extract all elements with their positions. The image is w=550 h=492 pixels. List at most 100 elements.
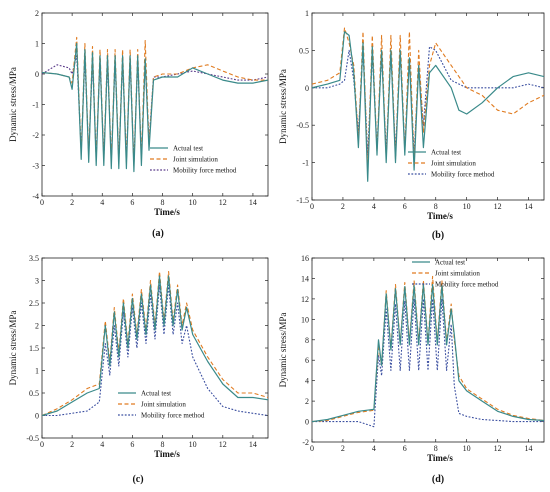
series-line-mobility-force-method	[312, 46, 544, 156]
x-tick-label: 10	[189, 440, 197, 449]
y-tick-label: 6	[305, 356, 309, 365]
x-tick-label: 6	[130, 198, 134, 207]
y-tick-label: 1	[305, 9, 309, 18]
x-tick-label: 12	[494, 202, 502, 211]
y-axis-label: Dynamic stress/MPa	[8, 67, 18, 142]
x-tick-label: 4	[100, 198, 104, 207]
y-tick-label: 2.5	[29, 299, 39, 308]
legend-label: Actual test	[173, 145, 203, 153]
series-line-actual-test	[312, 31, 544, 182]
x-tick-label: 10	[189, 198, 197, 207]
panel-b: 0 2 4 6 8 10 12 14 -1.5 -1 -0.5 0 0.5 1 Time/s Dynamic …	[278, 9, 545, 241]
y-tick-label: -1	[302, 159, 309, 168]
panel-d: 0 2 4 6 8 10 12 14-20246810121416Time/sDynamic …	[278, 254, 545, 485]
x-tick-label: 14	[249, 198, 257, 207]
series-line-actual-test	[42, 42, 268, 173]
y-tick-label: 2	[305, 397, 309, 406]
y-tick-label: 0.5	[299, 46, 309, 55]
legend-label: Joint simulation	[141, 401, 186, 409]
x-tick-label: 8	[434, 202, 438, 211]
legend: Actual test Joint simulation Mobility forc…	[408, 149, 495, 179]
series-line-actual-test	[312, 284, 544, 423]
y-tick-label: 0	[305, 84, 309, 93]
series-line-mobility-force-method	[42, 55, 268, 163]
x-tick-label: 12	[494, 444, 502, 453]
legend-label: Mobility force method	[141, 412, 205, 420]
y-tick-label: -2	[32, 131, 39, 140]
legend-label: Mobility force method	[173, 167, 237, 175]
x-tick-label: 14	[525, 444, 533, 453]
x-axis-label: Time/s	[427, 211, 453, 221]
x-axis-label: Time/s	[427, 453, 453, 463]
x-tick-label: 4	[100, 440, 104, 449]
x-tick-label: 0	[310, 444, 314, 453]
y-tick-label: -1.5	[296, 196, 309, 205]
x-tick-label: 0	[40, 198, 44, 207]
legend-label: Mobility force method	[431, 171, 495, 179]
y-tick-label: 0.5	[29, 389, 39, 398]
x-tick-label: 8	[161, 198, 165, 207]
y-tick-label: 3.5	[29, 254, 39, 263]
y-tick-label: 14	[301, 274, 309, 283]
y-tick-label: 12	[301, 295, 309, 304]
legend-label: Mobility force method	[435, 281, 499, 289]
panel-label: (c)	[132, 474, 143, 485]
y-tick-label: 0	[305, 418, 309, 427]
x-tick-label: 4	[372, 444, 376, 453]
plot-frame	[311, 257, 545, 443]
y-tick-label: 2	[35, 322, 39, 331]
y-tick-label: 0	[35, 70, 39, 79]
y-tick-label: 1	[35, 367, 39, 376]
legend-label: Joint simulation	[173, 156, 218, 164]
y-tick-label: 8	[305, 336, 309, 345]
x-tick-label: 2	[70, 440, 74, 449]
legend: Actual test Joint simulation Mobility forc…	[118, 390, 205, 420]
x-tick-label: 10	[463, 202, 471, 211]
y-tick-label: 10	[301, 315, 309, 324]
legend-label: Actual test	[435, 259, 465, 267]
y-tick-label: -2	[302, 438, 309, 447]
x-tick-label: 6	[403, 202, 407, 211]
y-tick-label: 1.5	[29, 344, 39, 353]
y-tick-label: -1	[32, 101, 39, 110]
series-line-actual-test	[42, 275, 268, 417]
y-axis-label: Dynamic stress/MPa	[278, 313, 288, 388]
x-tick-label: 0	[40, 440, 44, 449]
panel-c: 0 2 4 6 8 10 12 14-0.500.511.522.533.5Time/sDyn…	[8, 254, 269, 485]
y-tick-label: -4	[32, 192, 39, 201]
x-tick-label: 12	[219, 440, 227, 449]
legend-label: Joint simulation	[431, 160, 476, 168]
legend-label: Actual test	[431, 149, 461, 157]
y-axis-label: Dynamic stress/MPa	[278, 69, 288, 144]
legend: Actual test Joint simulation Mobility forc…	[412, 259, 499, 289]
x-tick-label: 12	[219, 198, 227, 207]
y-tick-label: 2	[35, 9, 39, 18]
panel-label: (a)	[152, 228, 164, 239]
legend-label: Actual test	[141, 390, 171, 398]
y-axis-label: Dynamic stress/MPa	[8, 311, 18, 386]
legend: Actual test Joint simulation Mobility forc…	[150, 145, 237, 175]
x-tick-label: 6	[130, 440, 134, 449]
x-axis-label: Time/s	[154, 449, 180, 459]
series-line-joint-simulation	[312, 275, 544, 423]
x-tick-label: 4	[372, 202, 376, 211]
x-tick-label: 2	[70, 198, 74, 207]
x-tick-label: 14	[249, 440, 257, 449]
y-tick-label: -3	[32, 162, 39, 171]
x-tick-label: 2	[341, 444, 345, 453]
series-line-joint-simulation	[42, 36, 268, 167]
legend-label: Joint simulation	[435, 270, 480, 278]
x-tick-label: 14	[525, 202, 533, 211]
panel-label: (b)	[432, 230, 444, 241]
series-line-mobility-force-method	[312, 298, 544, 428]
x-tick-label: 6	[403, 444, 407, 453]
y-tick-label: 0	[35, 412, 39, 421]
y-tick-label: 16	[301, 254, 309, 263]
y-tick-label: -0.5	[26, 434, 39, 443]
x-tick-label: 10	[463, 444, 471, 453]
y-tick-label: 3	[35, 277, 39, 286]
x-axis-label: Time/s	[154, 207, 180, 217]
series-line-mobility-force-method	[42, 284, 268, 417]
x-tick-label: 0	[310, 202, 314, 211]
